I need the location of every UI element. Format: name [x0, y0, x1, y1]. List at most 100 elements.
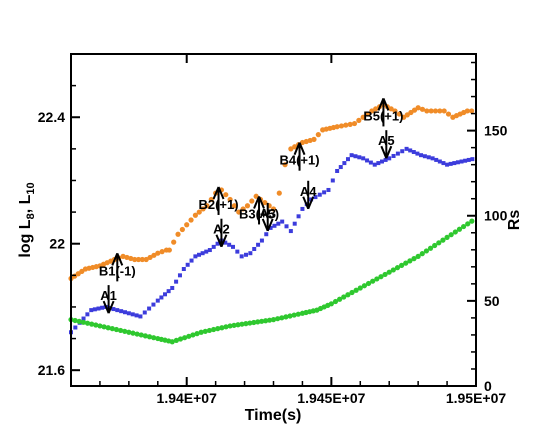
data-point: [365, 158, 370, 163]
data-point: [469, 218, 475, 224]
annotation-b4-1-: B4(+1): [279, 142, 320, 171]
data-point: [392, 108, 398, 114]
data-point: [266, 317, 273, 323]
data-point: [239, 254, 244, 259]
annotation-arrow-head-right: [382, 98, 390, 111]
y-tick-label-left: 22: [49, 236, 65, 252]
data-point: [190, 332, 196, 338]
data-point: [345, 292, 351, 298]
data-point: [466, 157, 471, 162]
data-point: [361, 283, 368, 289]
data-point: [415, 105, 421, 111]
data-point: [251, 319, 257, 326]
annotation-arrow-head-left: [377, 98, 385, 111]
data-point: [159, 249, 165, 255]
x-tick-label: 1.94E+07: [157, 390, 218, 406]
series-1: [68, 101, 475, 282]
data-point: [415, 253, 421, 259]
data-point: [270, 317, 277, 323]
data-point: [208, 196, 214, 203]
data-point: [317, 192, 322, 197]
data-point: [138, 332, 144, 338]
data-point: [335, 168, 340, 173]
data-point: [223, 192, 229, 198]
annotation-arrow-head-right: [107, 300, 115, 314]
data-point: [374, 276, 380, 282]
data-point: [239, 321, 245, 327]
y-axis-title-left: log L8, L10: [17, 182, 37, 257]
data-point: [235, 322, 241, 328]
data-point: [126, 311, 131, 316]
data-point: [295, 311, 301, 317]
data-point: [276, 190, 282, 196]
data-point: [227, 242, 232, 247]
data-point: [330, 178, 335, 183]
data-point: [85, 312, 90, 317]
data-point: [151, 252, 157, 258]
data-point: [288, 229, 293, 234]
data-point: [243, 321, 249, 327]
annotation-a4: A4: [300, 180, 317, 210]
data-point: [255, 319, 261, 325]
data-point: [155, 298, 160, 303]
annotation-arrow-head-right: [266, 218, 274, 232]
data-point: [105, 325, 111, 331]
data-point: [259, 318, 265, 324]
data-point: [244, 252, 249, 257]
data-point: [315, 132, 321, 138]
data-point: [411, 256, 417, 262]
data-point: [244, 203, 251, 209]
data-point: [259, 238, 264, 243]
data-point: [353, 154, 358, 159]
data-point: [89, 308, 94, 313]
data-point: [252, 246, 257, 251]
data-point: [292, 144, 298, 150]
data-point: [166, 289, 171, 294]
y-tick-label-right: 100: [484, 208, 508, 224]
data-point: [109, 326, 115, 332]
ticks-layer: 1.94E+07 1.945E+07 1.95E+07 21.6 22 22.4 0 50 10…: [38, 54, 508, 406]
data-point: [399, 262, 405, 268]
y-tick-label-left: 21.6: [38, 362, 65, 378]
annotation-arrow-head-left: [253, 196, 260, 209]
annotation-a5: A5: [378, 130, 395, 159]
data-point: [231, 203, 238, 209]
data-point: [430, 156, 435, 161]
data-point: [122, 328, 128, 334]
data-point: [461, 223, 467, 230]
x-axis-title: Time(s): [245, 407, 302, 424]
data-point: [440, 237, 446, 243]
annotation-label: A1: [100, 288, 117, 303]
data-point: [338, 123, 345, 129]
data-point: [72, 317, 78, 324]
data-point: [196, 209, 202, 215]
data-point: [432, 108, 439, 114]
series-3: [68, 218, 475, 345]
data-point: [142, 310, 147, 315]
annotation-arrow-head-right: [116, 252, 124, 266]
data-point: [426, 155, 431, 160]
data-point: [166, 247, 172, 253]
data-point: [151, 335, 157, 341]
data-point: [360, 114, 366, 120]
y-tick-label-right: 150: [484, 123, 508, 139]
data-point: [84, 320, 91, 326]
data-point: [256, 242, 261, 247]
x-tick-label: 1.945E+07: [297, 390, 365, 406]
data-point: [386, 269, 392, 275]
data-point: [328, 301, 334, 307]
data-point: [123, 310, 127, 315]
data-point: [163, 292, 168, 297]
data-point: [219, 325, 225, 331]
data-point: [215, 241, 220, 246]
data-point: [357, 155, 362, 160]
data-point: [400, 149, 405, 154]
data-point: [211, 244, 216, 249]
data-point: [291, 312, 297, 318]
data-point: [441, 161, 446, 166]
data-point: [369, 108, 375, 114]
data-point: [262, 200, 268, 206]
annotation-arrow-head-right: [220, 234, 228, 248]
data-point: [282, 162, 288, 168]
data-point: [382, 271, 388, 278]
